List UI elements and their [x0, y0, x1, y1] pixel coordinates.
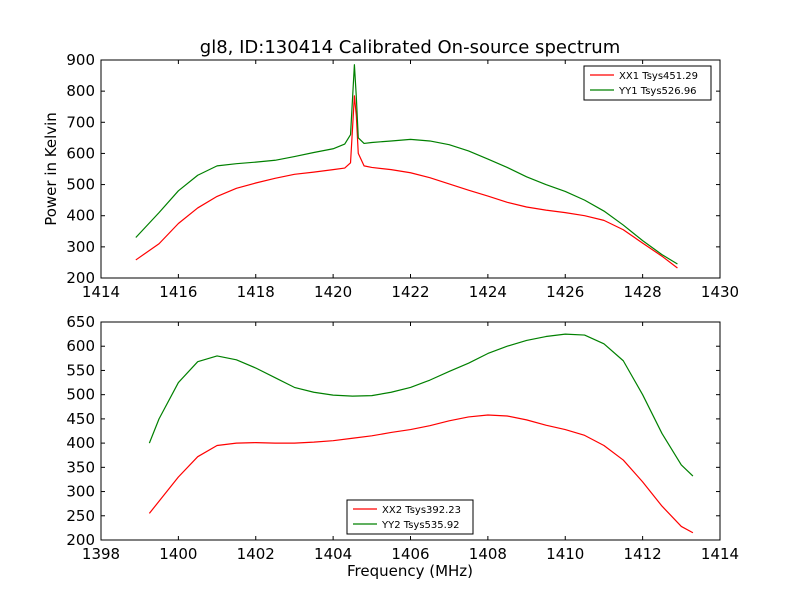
top-x-tick-label: 1418 — [237, 283, 275, 301]
bottom-y-ticks: 200 250 300 350 400 450 500 550 600 650 — [66, 313, 720, 549]
bottom-x-tick-label: 1414 — [701, 545, 739, 563]
bottom-x-tick-label: 1398 — [82, 545, 120, 563]
bottom-x-tick-label: 1404 — [314, 545, 352, 563]
top-y-ticks: 200 300 400 500 600 700 800 900 — [66, 51, 720, 287]
top-y-tick-label: 600 — [66, 144, 95, 162]
bottom-x-tick-label: 1400 — [159, 545, 197, 563]
top-series-line-1 — [135, 95, 678, 269]
bottom-y-tick-label: 400 — [66, 434, 95, 452]
top-x-tick-label: 1428 — [624, 283, 662, 301]
bottom-y-tick-label: 600 — [66, 337, 95, 355]
bottom-legend-label-2: YY2 Tsys535.92 — [381, 520, 460, 531]
top-legend-label-2: YY1 Tsys526.96 — [618, 86, 697, 97]
top-panel: 1414 1416 1418 1420 1422 1424 1426 1428 1430 200… — [42, 51, 739, 301]
bottom-x-ticks: 1398 1400 1402 1404 1406 1408 1410 1412 1414 — [82, 322, 739, 563]
top-series-line-2 — [135, 64, 678, 265]
bottom-x-axis-label: Frequency (MHz) — [347, 562, 473, 580]
bottom-series-line-1 — [148, 414, 694, 534]
bottom-y-tick-label: 550 — [66, 361, 95, 379]
top-y-tick-label: 200 — [66, 269, 95, 287]
bottom-legend: XX2 Tsys392.23 YY2 Tsys535.92 — [346, 499, 474, 535]
bottom-x-tick-label: 1406 — [391, 545, 429, 563]
top-y-axis-label: Power in Kelvin — [42, 112, 60, 226]
bottom-y-tick-label: 450 — [66, 410, 95, 428]
bottom-x-tick-label: 1412 — [624, 545, 662, 563]
top-x-tick-label: 1422 — [391, 283, 429, 301]
top-x-tick-label: 1414 — [82, 283, 120, 301]
top-x-tick-label: 1426 — [546, 283, 584, 301]
top-x-tick-label: 1424 — [469, 283, 507, 301]
bottom-y-tick-label: 300 — [66, 483, 95, 501]
top-y-tick-label: 300 — [66, 238, 95, 256]
top-x-tick-label: 1430 — [701, 283, 739, 301]
bottom-legend-label-1: XX2 Tsys392.23 — [382, 505, 461, 516]
top-y-tick-label: 400 — [66, 207, 95, 225]
top-x-ticks: 1414 1416 1418 1420 1422 1424 1426 1428 1430 — [82, 60, 739, 301]
top-y-tick-label: 800 — [66, 82, 95, 100]
top-y-tick-label: 900 — [66, 51, 95, 69]
bottom-y-tick-label: 650 — [66, 313, 95, 331]
bottom-x-tick-label: 1410 — [546, 545, 584, 563]
bottom-y-tick-label: 200 — [66, 531, 95, 549]
top-x-tick-label: 1420 — [314, 283, 352, 301]
top-x-tick-label: 1416 — [159, 283, 197, 301]
top-legend-box — [583, 65, 712, 101]
top-y-tick-label: 700 — [66, 113, 95, 131]
top-legend-label-1: XX1 Tsys451.29 — [619, 71, 698, 82]
top-plot-area — [135, 64, 678, 269]
bottom-legend-box — [346, 499, 474, 535]
bottom-panel: 1398 1400 1402 1404 1406 1408 1410 1412 1414 200… — [66, 313, 739, 580]
bottom-x-tick-label: 1408 — [469, 545, 507, 563]
top-legend: XX1 Tsys451.29 YY1 Tsys526.96 — [583, 65, 712, 101]
bottom-y-tick-label: 500 — [66, 386, 95, 404]
bottom-y-tick-label: 250 — [66, 507, 95, 525]
bottom-y-tick-label: 350 — [66, 458, 95, 476]
bottom-plot-area — [148, 333, 694, 534]
top-y-tick-label: 500 — [66, 176, 95, 194]
bottom-series-line-2 — [148, 333, 694, 477]
bottom-x-tick-label: 1402 — [237, 545, 275, 563]
chart-title: gl8, ID:130414 Calibrated On-source spec… — [200, 37, 620, 58]
